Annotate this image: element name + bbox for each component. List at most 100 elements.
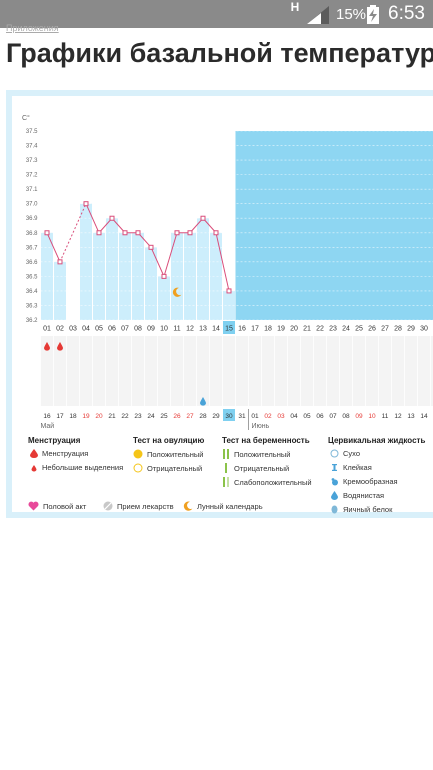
x-tick-label: 17 xyxy=(251,326,259,333)
date-label: 17 xyxy=(56,413,64,420)
x-tick-label: 15 xyxy=(225,326,233,333)
date-label: 28 xyxy=(199,413,207,420)
sticky-icon xyxy=(332,464,337,471)
date-highlight xyxy=(223,409,235,421)
date-label: 19 xyxy=(82,413,90,420)
x-tick-label: 11 xyxy=(173,326,180,333)
date-label: 12 xyxy=(394,413,402,420)
legend-item-sticky: Клейкая xyxy=(330,463,372,472)
legend-item-ovulation-negative: Отрицательный xyxy=(133,463,202,473)
date-label: 09 xyxy=(355,413,363,420)
temp-bar-06 xyxy=(106,218,118,320)
x-tick-label: 12 xyxy=(186,326,194,333)
date-label: 30 xyxy=(225,413,233,420)
legend-item-intercourse: Половой акт xyxy=(28,501,86,511)
legend-item-egg-white: Яичный белок xyxy=(330,505,392,514)
chart-legend: Менструация Менструация Небольшие выделе… xyxy=(12,434,433,514)
network-type-indicator: H xyxy=(290,0,300,14)
temp-bar-10 xyxy=(158,276,170,320)
date-label: 13 xyxy=(407,413,415,420)
double-strip-icon xyxy=(223,449,229,459)
pill-icon xyxy=(103,501,113,511)
y-tick-label: 37.2 xyxy=(26,173,38,179)
legend-item-medication: Прием лекарств xyxy=(103,501,174,511)
breadcrumb-link[interactable]: Приложения xyxy=(6,23,59,33)
weak-strip-icon xyxy=(223,477,229,487)
x-tick-label: 23 xyxy=(329,326,337,333)
temp-line-segment xyxy=(215,232,230,292)
x-tick-label: 21 xyxy=(303,326,311,333)
icon-grid xyxy=(40,336,433,406)
date-label: 11 xyxy=(382,413,389,420)
date-label: 27 xyxy=(186,413,194,420)
x-tick-label: 25 xyxy=(355,326,363,333)
x-tick-label: 08 xyxy=(134,326,142,333)
x-tick-label: 04 xyxy=(82,326,90,333)
date-label: 01 xyxy=(251,413,259,420)
x-tick-label: 16 xyxy=(238,326,246,333)
chart-panel: C° 37.5 37.4 37.3 37.2 37.1 37.0 36.9 36.8 36.7 36… xyxy=(12,96,433,514)
temp-line-segment xyxy=(46,232,61,263)
temp-point-12 xyxy=(187,230,193,236)
blood-drop-icon xyxy=(30,449,38,458)
date-label: 05 xyxy=(303,413,311,420)
date-label: 02 xyxy=(264,413,272,420)
temp-point-09 xyxy=(148,244,154,250)
x-tick-label: 18 xyxy=(264,326,272,333)
y-tick-label: 37.0 xyxy=(26,202,38,208)
cervical-fluid-drop xyxy=(200,397,206,406)
temp-point-13 xyxy=(200,215,206,221)
menstruation-drop-01 xyxy=(44,342,50,351)
signal-icon xyxy=(307,6,329,24)
date-label: 21 xyxy=(108,413,116,420)
legend-heading-pregnancy-test: Тест на беременность xyxy=(222,436,310,445)
temp-point-14 xyxy=(213,230,219,236)
temp-point-07 xyxy=(122,230,128,236)
temp-line-segment xyxy=(150,247,165,277)
y-tick-label: 37.1 xyxy=(26,187,38,193)
date-label: 25 xyxy=(160,413,168,420)
future-area xyxy=(235,131,433,320)
x-tick-label: 27 xyxy=(381,326,389,333)
page-title: Графики базальной температуры xyxy=(6,38,433,68)
x-tick-label: 30 xyxy=(420,326,428,333)
date-label: 31 xyxy=(238,413,246,420)
date-label: 14 xyxy=(420,413,428,420)
x-tick-label: 10 xyxy=(160,326,168,333)
temp-point-02 xyxy=(57,259,63,265)
temp-line-gap xyxy=(59,203,87,263)
bbt-chart: C° 37.5 37.4 37.3 37.2 37.1 37.0 36.9 36.8 36.7 36… xyxy=(22,114,433,430)
moon-icon xyxy=(183,501,193,511)
date-label: 26 xyxy=(173,413,181,420)
temp-point-10 xyxy=(161,273,167,279)
y-tick-label: 36.6 xyxy=(26,260,38,266)
creamy-drop-icon xyxy=(331,478,338,486)
temp-bar-09 xyxy=(145,247,157,320)
date-label: 18 xyxy=(69,413,77,420)
status-bar: H 15% 6:53 xyxy=(0,0,433,28)
legend-item-watery: Водянистая xyxy=(330,491,384,500)
temp-bar-02 xyxy=(54,261,66,320)
temp-bar-05 xyxy=(93,232,105,320)
y-unit-label: C° xyxy=(22,114,30,122)
legend-item-dry: Сухо xyxy=(330,449,360,458)
legend-item-spotting: Небольшие выделения xyxy=(30,463,123,472)
x-tick-label: 19 xyxy=(277,326,285,333)
date-label: 23 xyxy=(134,413,142,420)
x-tick-label: 05 xyxy=(95,326,103,333)
date-label: 16 xyxy=(43,413,51,420)
temp-bar-13 xyxy=(197,218,209,320)
current-day-highlight xyxy=(223,321,235,334)
x-tick-label: 29 xyxy=(407,326,415,333)
legend-item-menstruation: Менструация xyxy=(30,449,88,458)
legend-heading-menstruation: Менструация xyxy=(28,436,81,445)
clock: 6:53 xyxy=(388,3,425,24)
dry-circle-icon xyxy=(330,449,339,458)
date-label: 24 xyxy=(147,413,155,420)
legend-item-pregnancy-weak: Слабоположительный xyxy=(222,477,312,487)
x-tick-label: 20 xyxy=(290,326,298,333)
y-tick-label: 36.3 xyxy=(26,303,38,309)
legend-item-pregnancy-negative: Отрицательный xyxy=(222,463,289,473)
sun-outline-icon xyxy=(133,463,143,473)
temp-line-segment xyxy=(163,232,178,277)
